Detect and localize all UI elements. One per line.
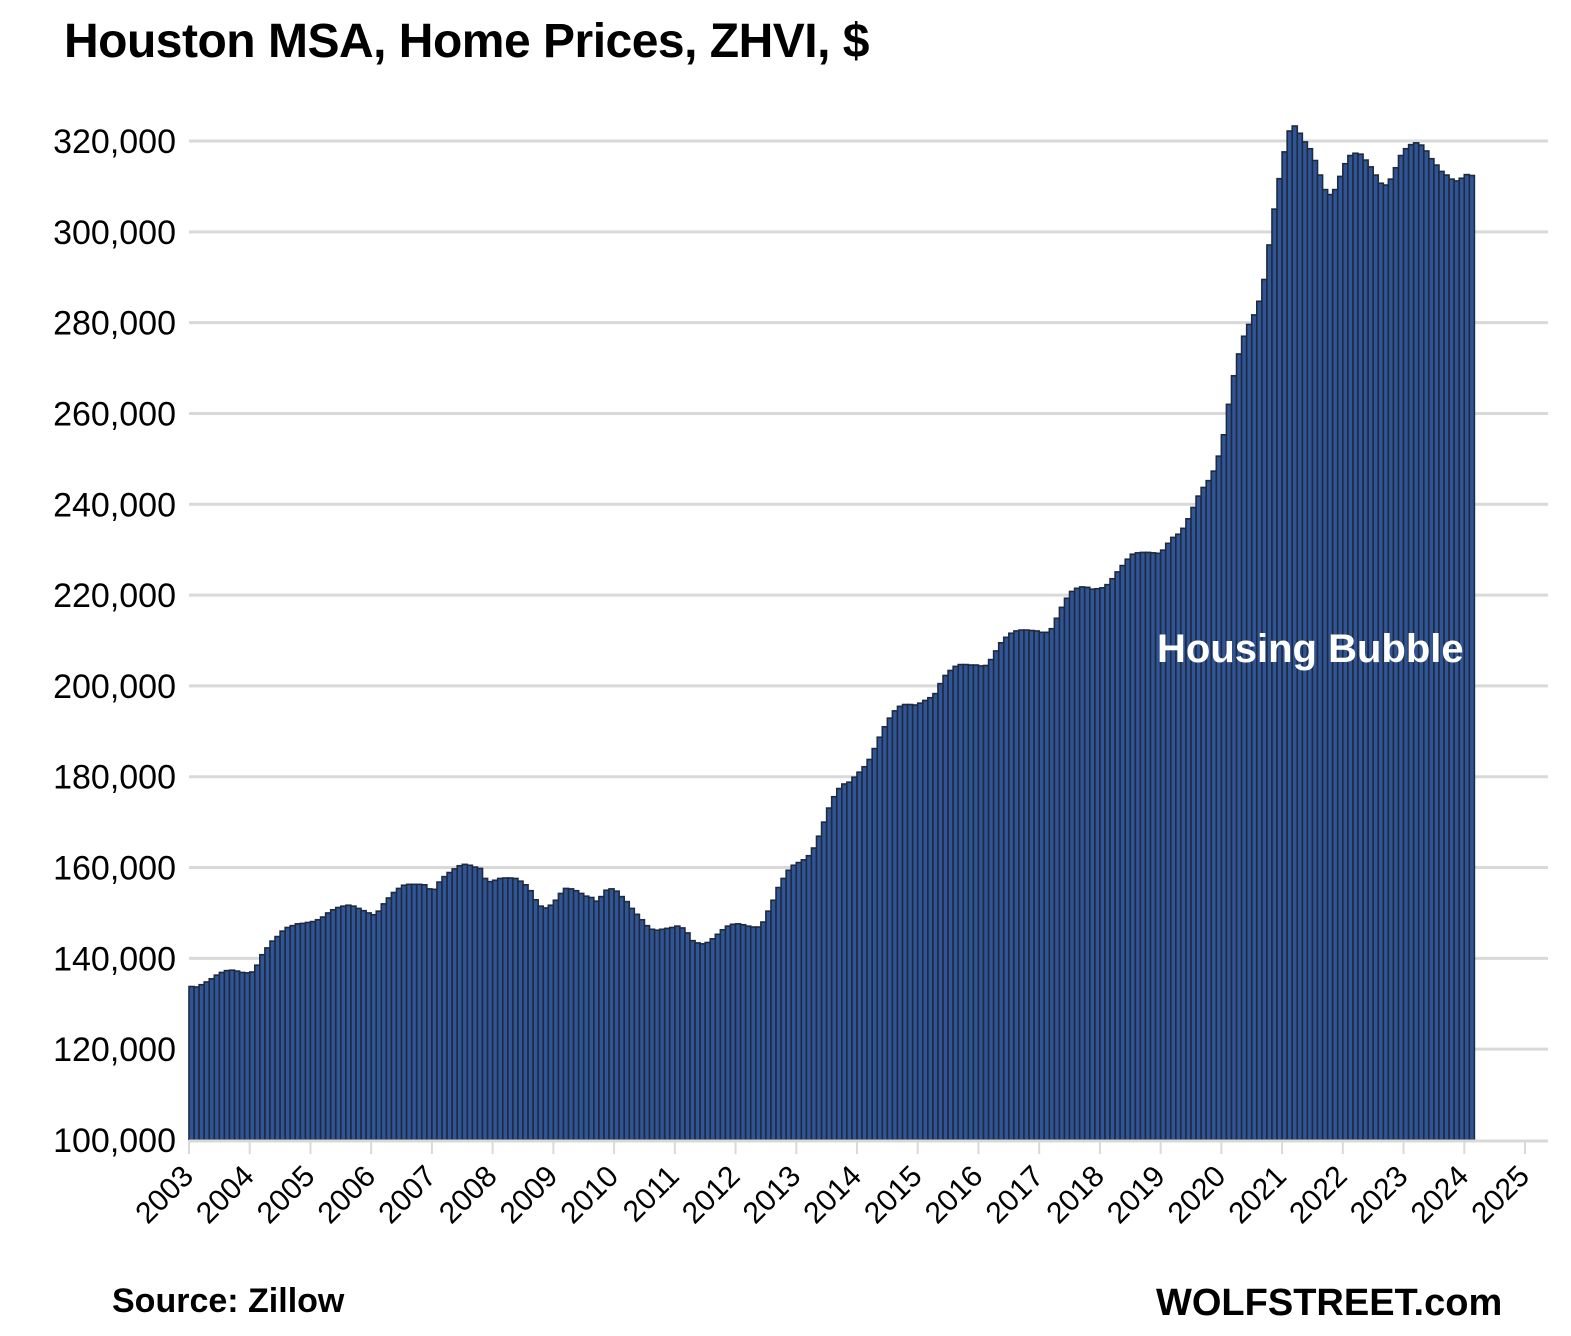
- x-tick-label: 2016: [919, 1160, 990, 1231]
- x-tick-label: 2011: [617, 1160, 686, 1229]
- x-tick-label: 2010: [555, 1160, 626, 1231]
- y-tick-label: 180,000: [53, 759, 176, 797]
- y-tick-label: 240,000: [53, 486, 176, 524]
- y-tick-label: 160,000: [53, 850, 176, 888]
- y-tick-label: 120,000: [53, 1031, 176, 1069]
- x-tick-label: 2015: [858, 1160, 929, 1231]
- x-tick-label: 2017: [980, 1160, 1051, 1231]
- x-tick-label: 2005: [251, 1160, 322, 1231]
- source-note: Source: Zillow: [112, 1282, 345, 1320]
- x-tick-label: 2014: [797, 1160, 868, 1231]
- x-tick-label: 2012: [676, 1160, 747, 1231]
- x-tick-label: 2025: [1465, 1160, 1536, 1231]
- x-tick-label: 2007: [372, 1160, 443, 1231]
- y-tick-label: 140,000: [53, 940, 176, 978]
- y-tick-label: 320,000: [53, 123, 176, 161]
- x-tick-label: 2021: [1223, 1160, 1294, 1231]
- x-tick-label: 2018: [1040, 1160, 1111, 1231]
- x-tick-label: 2008: [433, 1160, 504, 1231]
- x-tick-label: 2022: [1283, 1160, 1354, 1231]
- y-tick-label: 220,000: [53, 577, 176, 615]
- x-tick-label: 2006: [312, 1160, 383, 1231]
- y-tick-label: 200,000: [53, 668, 176, 706]
- x-axis: [188, 1139, 1548, 1154]
- x-tick-label: 2009: [494, 1160, 565, 1231]
- y-tick-label: 280,000: [53, 305, 176, 343]
- x-axis-tick-labels: 2003200420052006200720082009201020112012…: [129, 1160, 1536, 1231]
- x-tick-label: 2003: [129, 1160, 200, 1231]
- x-tick-label: 2023: [1344, 1160, 1415, 1231]
- chart-title: Houston MSA, Home Prices, ZHVI, $: [64, 15, 869, 68]
- x-tick-label: 2024: [1405, 1160, 1476, 1231]
- brand-watermark: WOLFSTREET.com: [1156, 1282, 1503, 1324]
- x-tick-label: 2013: [737, 1160, 808, 1231]
- x-tick-label: 2019: [1101, 1160, 1172, 1231]
- y-tick-label: 300,000: [53, 214, 176, 252]
- y-tick-label: 100,000: [53, 1122, 176, 1160]
- x-tick-label: 2004: [190, 1160, 261, 1231]
- y-axis-tick-labels: 100,000 120,000 140,000 160,000 180,000 200,0…: [53, 123, 176, 1160]
- x-tick-label: 2020: [1162, 1160, 1233, 1231]
- housing-bubble-annotation: Housing Bubble 2: [1157, 627, 1497, 671]
- y-tick-label: 260,000: [53, 395, 176, 433]
